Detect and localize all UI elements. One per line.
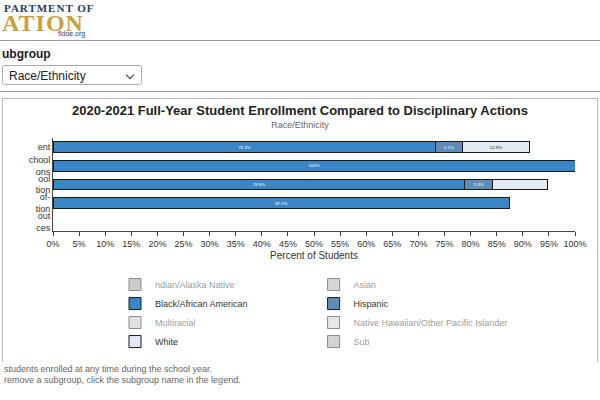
html-text:2020-2021 Full-Year Student En: 2020-2021 Full-Year Student Enrollment C…	[72, 103, 528, 118]
svg-text:10%: 10%	[96, 239, 114, 249]
svg-text:50%: 50%	[305, 239, 323, 249]
svg-text:15%: 15%	[122, 239, 140, 249]
svg-text:90%: 90%	[514, 239, 532, 249]
svg-text:35%: 35%	[227, 239, 245, 249]
svg-text:80%: 80%	[462, 239, 480, 249]
svg-text:0%: 0%	[46, 239, 59, 249]
svg-text:87.5%: 87.5%	[275, 201, 287, 206]
svg-text:ent: ent	[38, 142, 51, 152]
html-text:ATION: ATION	[2, 10, 84, 36]
svg-text:Hispanic: Hispanic	[354, 299, 389, 309]
svg-text:Black/African American: Black/African American	[155, 299, 248, 309]
svg-text:5.1%: 5.1%	[444, 145, 454, 150]
html-text:remove a subgroup, click the s: remove a subgroup, click the subgroup na…	[4, 375, 241, 385]
html-text:Race/Ethnicity: Race/Ethnicity	[9, 69, 86, 83]
svg-text:85%: 85%	[488, 239, 506, 249]
html-text:PARTMENT OF: PARTMENT OF	[4, 2, 95, 14]
svg-text:Percent of Students: Percent of Students	[270, 250, 358, 261]
svg-text:25%: 25%	[174, 239, 192, 249]
svg-text:outces: outces	[36, 211, 51, 233]
svg-text:Multiracial: Multiracial	[155, 318, 196, 328]
svg-text:73.3%: 73.3%	[238, 145, 250, 150]
html-text:students enrolled at any time: students enrolled at any time during the…	[4, 364, 213, 374]
svg-text:78.9%: 78.9%	[253, 182, 265, 187]
svg-text:Asian: Asian	[354, 280, 377, 290]
svg-text:ooltion: ooltion	[36, 174, 51, 196]
html-text:Race/Ethnicity: Race/Ethnicity	[271, 120, 329, 130]
svg-text:30%: 30%	[201, 239, 219, 249]
html-text:fldoe.org: fldoe.org	[58, 30, 86, 37]
svg-text:Sub: Sub	[354, 337, 370, 347]
svg-text:75%: 75%	[435, 239, 453, 249]
svg-text:5.3%: 5.3%	[474, 182, 484, 187]
svg-text:5%: 5%	[73, 239, 86, 249]
svg-text:60%: 60%	[357, 239, 375, 249]
svg-text:55%: 55%	[331, 239, 349, 249]
svg-text:White: White	[155, 337, 178, 347]
svg-text:12.9%: 12.9%	[490, 145, 502, 150]
svg-text:65%: 65%	[383, 239, 401, 249]
svg-text:40%: 40%	[253, 239, 271, 249]
svg-text:70%: 70%	[409, 239, 427, 249]
svg-text:of-tion: of-tion	[36, 192, 51, 214]
svg-text:100%: 100%	[308, 163, 319, 168]
svg-text:45%: 45%	[279, 239, 297, 249]
svg-text:Native Hawaiian/Other Pacific: Native Hawaiian/Other Pacific Islander	[354, 318, 508, 328]
svg-text:95%: 95%	[540, 239, 558, 249]
svg-text:ndian/Alaska Native: ndian/Alaska Native	[155, 280, 235, 290]
svg-text:20%: 20%	[148, 239, 166, 249]
html-text:ubgroup: ubgroup	[2, 47, 51, 61]
svg-text:choolons: choolons	[29, 155, 51, 177]
svg-text:100%: 100%	[563, 239, 586, 249]
